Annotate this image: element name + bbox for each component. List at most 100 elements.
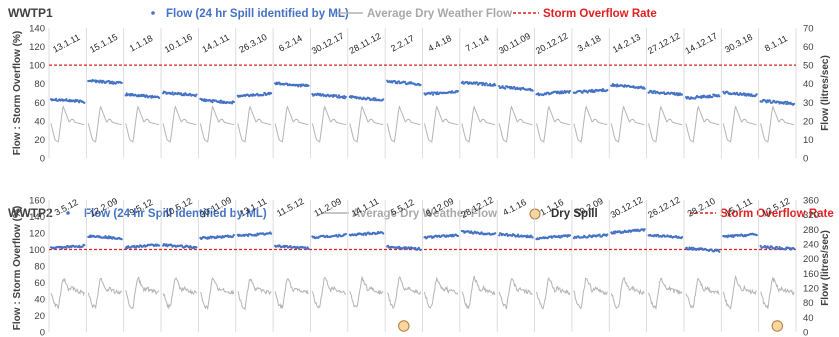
flow-point — [568, 234, 572, 237]
flow-point — [335, 94, 338, 97]
flow-point — [111, 80, 114, 83]
flow-point — [419, 83, 422, 87]
flow-point — [513, 86, 516, 89]
flow-point — [651, 91, 655, 95]
flow-point — [690, 246, 694, 249]
flow-point — [83, 101, 86, 104]
flow-point — [687, 248, 690, 251]
dry-weather-flow-curve — [311, 105, 346, 143]
flow-point — [561, 90, 564, 93]
flow-point — [718, 250, 721, 253]
y-right-tick-label: 320 — [803, 210, 819, 221]
y-left-axis-title: Flow : Storm Overflow (%) — [12, 206, 23, 330]
y-left-tick-label: 60 — [34, 278, 45, 289]
legend-overflow-label: Storm Overflow Rate — [543, 8, 657, 20]
flow-point — [476, 81, 479, 84]
flow-point — [759, 244, 762, 247]
y-right-axis-title: Flow (litres/sec) — [820, 55, 831, 131]
dry-weather-flow-curve — [274, 278, 309, 309]
flow-point — [396, 82, 399, 85]
flow-point — [337, 235, 340, 238]
dry-weather-flow-curve — [536, 277, 571, 310]
flow-point — [775, 245, 779, 248]
flow-point — [219, 99, 222, 102]
flow-point — [611, 83, 615, 86]
flow-point — [792, 102, 796, 105]
flow-point — [203, 98, 206, 101]
dry-weather-flow-curve — [349, 105, 384, 143]
flow-point — [461, 80, 464, 83]
date-label: 14.12.17 — [683, 31, 719, 56]
flow-point — [120, 81, 123, 84]
flow-point — [195, 93, 198, 96]
dry-spill-marker — [771, 320, 783, 332]
flow-point — [78, 101, 81, 104]
y-right-tick-label: 80 — [803, 298, 814, 309]
flow-point — [165, 243, 168, 246]
flow-point — [786, 100, 789, 103]
flow-point — [707, 96, 711, 99]
y-left-axis-title: Flow : Storm Overflow (%) — [12, 31, 23, 155]
flow-point — [355, 234, 358, 237]
flow-point — [560, 92, 563, 95]
flow-point — [307, 84, 310, 87]
flow-point — [372, 97, 375, 100]
flow-point — [419, 248, 422, 252]
flow-point — [171, 91, 174, 94]
flow-point — [492, 84, 495, 87]
date-label: 20.12.12 — [534, 31, 570, 56]
y-right-tick-label: 200 — [803, 254, 819, 265]
dry-weather-flow-curve — [349, 276, 384, 308]
flow-point — [700, 96, 703, 99]
flow-point — [777, 100, 780, 103]
dry-weather-flow-curve — [648, 278, 683, 311]
flow-point — [590, 88, 594, 91]
dry-weather-flow-curve — [610, 105, 645, 143]
date-label: 11.2.09 — [312, 196, 343, 219]
flow-point — [525, 236, 528, 239]
y-right-tick-label: 240 — [803, 240, 819, 251]
flow-point — [462, 230, 465, 233]
flow-point — [537, 92, 540, 95]
dry-weather-flow-curve — [760, 277, 795, 309]
y-right-tick-label: 280 — [803, 225, 819, 236]
y-right-tick-label: 40 — [803, 313, 814, 324]
dry-weather-flow-curve — [461, 275, 496, 310]
dry-weather-flow-curve — [125, 276, 160, 310]
flow-point — [732, 235, 735, 238]
date-label: 15.1.15 — [88, 32, 119, 55]
flow-point — [494, 232, 497, 235]
date-label: 30.3.18 — [723, 32, 754, 55]
flow-point — [230, 102, 234, 105]
y-left-tick-label: 20 — [34, 135, 45, 146]
dry-weather-flow-curve — [199, 277, 235, 311]
dry-weather-flow-curve — [87, 105, 122, 143]
legend-dwf-label: Average Dry Weather Flow — [352, 208, 497, 220]
date-label: 26.3.10 — [237, 32, 268, 55]
flow-point — [183, 94, 186, 97]
y-left-tick-label: 100 — [29, 245, 45, 256]
flow-point — [742, 92, 745, 95]
flow-point — [219, 101, 222, 104]
flow-point — [653, 90, 656, 93]
flow-point — [343, 95, 346, 98]
flow-point — [785, 102, 788, 106]
dry-weather-flow-curve — [311, 276, 346, 309]
y-right-tick-label: 70 — [803, 24, 814, 35]
flow-point — [432, 93, 435, 96]
y-right-tick-label: 30 — [803, 98, 814, 109]
dry-weather-flow-curve — [424, 105, 459, 143]
legend-flow-label: Flow (24 hr Spill identified by ML) — [166, 8, 349, 20]
date-label: 4.1.16 — [501, 197, 528, 218]
date-label: 8.1.11 — [763, 33, 789, 53]
flow-point — [611, 84, 614, 87]
flow-point — [373, 99, 376, 102]
flow-point — [598, 233, 601, 236]
flow-point — [255, 234, 258, 237]
date-label: 11.5.12 — [275, 196, 306, 219]
flow-point — [215, 236, 218, 239]
flow-point — [307, 247, 310, 251]
flow-point — [342, 96, 345, 100]
flow-point — [643, 228, 646, 231]
flow-point — [232, 233, 235, 237]
